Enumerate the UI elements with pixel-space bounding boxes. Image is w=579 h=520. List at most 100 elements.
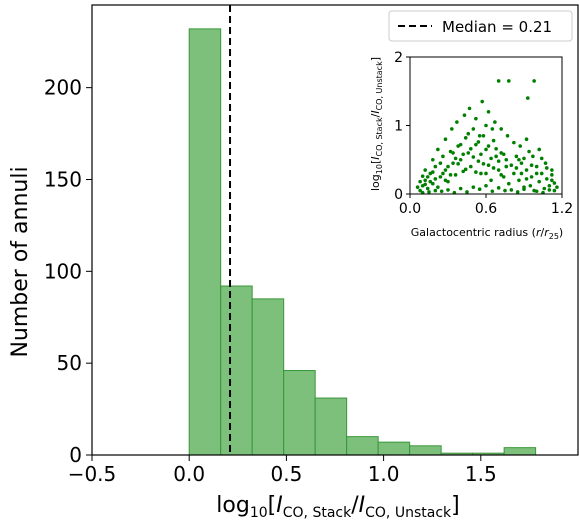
inset-scatter-point [461,152,466,157]
inset-scatter-point [450,127,454,131]
inset-scatter-point [474,142,478,147]
inset-scatter-point [448,173,453,177]
inset-scatter-point [484,147,488,152]
inset-scatter-point [420,174,425,178]
inset-scatter-point [509,163,514,168]
inset-scatter-point [524,177,529,181]
inset-scatter-point [522,187,526,192]
inset-y-label-log: log [369,174,382,191]
inset-scatter-point [517,157,521,162]
inset-scatter-point [550,168,554,172]
inset-scatter-point [484,171,488,176]
histogram-bar [188,28,222,456]
inset-scatter-point [456,162,460,166]
inset-scatter-point [469,164,473,169]
inset-scatter-point [517,178,521,183]
inset-scatter-point [455,120,459,124]
inset-scatter-point [474,170,478,174]
inset-scatter-point [503,188,507,193]
inset-scatter-point [423,182,428,187]
inset-scatter-point [423,178,428,183]
inset-y-label-base: 10 [375,164,384,174]
inset-scatter-point [466,131,471,136]
histogram-bar [346,436,379,456]
inset-scatter-point [458,157,463,162]
inset-scatter-point [418,188,422,193]
inset-scatter-point [509,188,514,192]
inset-scatter-point [504,157,509,162]
inset-scatter-point [504,164,509,169]
inset-x-axis-label: Galactocentric radius (r/r25) [411,226,563,241]
inset-scatter-point [431,181,435,186]
inset-scatter-point [461,169,466,174]
inset-scatter-point [496,79,501,83]
histogram-bar [409,445,442,456]
inset-scatter-point [534,189,539,194]
inset-scatter-point [474,116,478,121]
legend: Median = 0.21 [388,10,573,42]
inset-scatter-point [555,185,559,189]
inset-scatter-point [441,171,445,176]
inset-scatter-point [512,171,516,176]
x-label-close-bracket: ] [451,493,460,518]
inset-scatter-point [539,156,544,161]
inset-scatter-point [439,189,444,194]
inset-y-label-i1: I [369,157,382,160]
inset-scatter-point [514,166,519,170]
histogram-frame [91,4,579,456]
histogram-bar [377,441,411,456]
inset-scatter-point [518,144,522,148]
inset-scatter-point [433,188,438,193]
inset-scatter-point [524,168,529,172]
inset-x-label-sub25: 25 [549,232,559,241]
inset-scatter-point [484,183,488,188]
histogram-y-ticks: 0 50 100 150 200 [44,76,92,467]
histogram-bar [251,298,285,456]
inset-y-ticks: 0 1 2 [394,50,410,203]
x-label-log: log [216,493,250,518]
inset-scatter-point [471,185,476,189]
inset-scatter-point [480,99,485,104]
inset-x-label-r: r [536,226,542,239]
inset-scatter-point [415,185,420,189]
histogram-bar [314,397,348,456]
inset-scatter-plot: 0.0 0.6 1.2 012 Galactocentric radius (r/r… [369,50,573,241]
histogram-x-axis-label: log10[ICO, Stack/ICO, Unstack] [216,493,459,520]
inset-scatter-point [512,140,516,145]
inset-scatter-point [453,156,458,161]
histogram-x-tick-label: 1.0 [368,462,400,486]
inset-scatter-point [491,166,496,170]
x-label-intensity-2: I [359,493,366,518]
inset-scatter-point [443,178,448,183]
inset-scatter-point [425,175,430,179]
inset-scatter-point [418,179,422,184]
inset-scatter-point [552,181,557,185]
inset-scatter-point [458,142,463,147]
inset-scatter-point [462,113,467,118]
inset-scatter-point [433,177,438,181]
inset-scatter-point [451,161,455,165]
inset-scatter-point [471,155,476,159]
inset-scatter-point [465,190,469,194]
inset-scatter-point [458,186,463,191]
inset-scatter-point [529,175,534,179]
inset-x-label-text: Galactocentric radius ( [411,226,536,239]
inset-scatter-point [529,163,534,168]
inset-scatter-point [545,166,549,170]
inset-scatter-point [486,163,491,168]
inset-scatter-point [463,167,468,172]
inset-x-tick-label: 0.6 [475,201,497,217]
inset-scatter-point [547,188,552,192]
inset-scatter-point [436,185,440,189]
inset-scatter-point [438,161,443,165]
inset-scatter-point [534,171,539,176]
inset-scatter-point [479,152,483,157]
inset-scatter-point [531,154,535,159]
inset-y-label-close: ] [369,57,382,61]
histogram-x-tick-label: 0.0 [173,462,205,486]
inset-scatter-point [515,190,520,194]
x-label-open-bracket: [ [268,493,277,518]
inset-scatter-point [539,171,544,176]
inset-scatter-point [484,123,488,128]
inset-scatter-point [507,181,511,186]
